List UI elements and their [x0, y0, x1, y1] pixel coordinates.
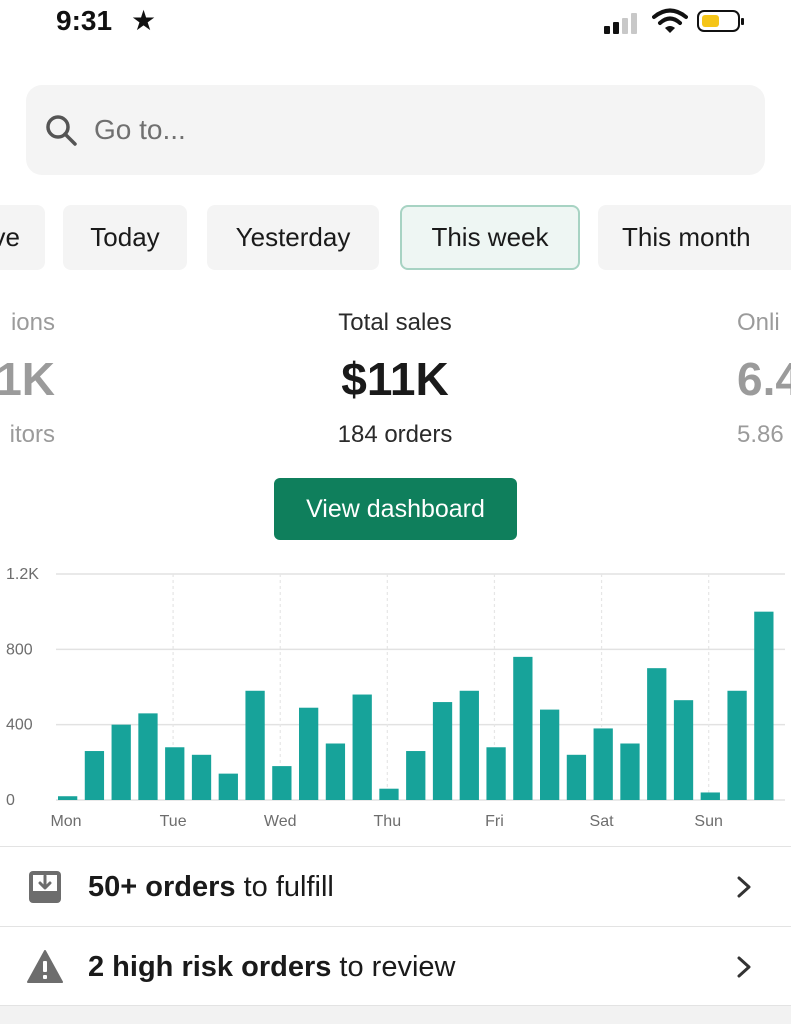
fulfill-inbox-icon [29, 871, 61, 903]
task-row-high-risk[interactable]: 2 high risk orders to review [0, 926, 791, 1006]
task-bold: 2 high risk orders [88, 951, 332, 983]
chevron-right-icon [737, 876, 751, 898]
x-tick-label: Sun [694, 813, 722, 830]
chart-bar[interactable] [540, 709, 560, 800]
chart-bar[interactable] [647, 668, 667, 800]
chart-bar[interactable] [272, 766, 292, 800]
battery-icon [697, 10, 744, 32]
chip-this-week[interactable]: This week [400, 205, 580, 270]
chart-bar[interactable] [299, 707, 319, 800]
chart-bar[interactable] [432, 702, 453, 800]
chart-bar[interactable] [727, 690, 747, 800]
x-tick-label: Wed [264, 813, 297, 830]
chart-bar[interactable] [84, 751, 105, 800]
chart-bar[interactable] [754, 611, 774, 800]
task-text: 2 high risk orders to review [88, 927, 455, 1007]
metric-value: 1K [0, 353, 55, 405]
chart-bar[interactable] [486, 747, 506, 800]
chart-bar[interactable] [620, 743, 640, 801]
metric-online-store[interactable]: Onli 6.4 5.86 [737, 305, 791, 453]
chart-bar[interactable] [165, 747, 185, 800]
metric-value: 6.4 [737, 353, 791, 405]
task-text: 50+ orders to fulfill [88, 847, 334, 927]
x-tick-label: Fri [485, 813, 504, 830]
date-range-chips: ve Today Yesterday This week This month [0, 205, 791, 270]
x-tick-label: Sat [590, 813, 615, 830]
warning-triangle-icon [27, 950, 63, 983]
search-icon [46, 115, 77, 146]
star-icon: ★ [131, 5, 157, 36]
chart-bar[interactable] [673, 700, 694, 800]
x-tick-label: Mon [50, 813, 81, 830]
metric-sub: 184 orders [337, 421, 453, 448]
chart-bar[interactable] [593, 728, 613, 800]
search-input[interactable] [94, 85, 734, 175]
chart-bar[interactable] [245, 690, 265, 800]
x-tick-label: Thu [374, 813, 402, 830]
y-tick-label: 400 [6, 717, 33, 734]
metric-label: Onli [737, 309, 780, 336]
metric-sessions[interactable]: ions 1K itors [0, 305, 55, 453]
chart-bar[interactable] [566, 754, 587, 800]
status-bar: 9:31 ★ [0, 0, 791, 44]
chart-bar[interactable] [459, 690, 479, 800]
chip-live[interactable]: ve [0, 205, 45, 270]
task-rest: to review [331, 951, 456, 983]
y-tick-label: 1.2K [6, 566, 39, 583]
wifi-icon [652, 8, 688, 33]
metric-sub: 5.86 [737, 421, 784, 448]
chart-bar[interactable] [138, 713, 158, 800]
bottom-divider [0, 1006, 791, 1024]
y-tick-label: 0 [6, 792, 15, 809]
status-time: 9:31 [56, 5, 113, 36]
chart-bar[interactable] [700, 792, 720, 800]
chip-this-month[interactable]: This month [598, 205, 791, 270]
chart-bar[interactable] [111, 724, 131, 800]
chart-bar[interactable] [325, 743, 346, 801]
chart-bar[interactable] [218, 773, 238, 800]
metric-value: $11K [341, 353, 449, 405]
chart-bar[interactable] [513, 656, 533, 800]
chevron-right-icon [737, 956, 751, 978]
metric-total-sales[interactable]: Total sales $11K 184 orders [245, 305, 545, 453]
chart-bar[interactable] [406, 751, 426, 800]
metric-label: ions [10, 309, 55, 336]
metric-sub: itors [9, 421, 55, 448]
view-dashboard-button[interactable]: View dashboard [274, 478, 517, 540]
task-bold: 50+ orders [88, 871, 236, 903]
x-tick-label: Tue [160, 813, 187, 830]
chart-bar[interactable] [58, 796, 78, 800]
cellular-signal-icon [604, 12, 644, 34]
chart-bar[interactable] [379, 788, 399, 800]
metric-label: Total sales [338, 309, 452, 336]
chip-today[interactable]: Today [63, 205, 187, 270]
chart-bar[interactable] [352, 694, 372, 800]
task-row-fulfill[interactable]: 50+ orders to fulfill [0, 846, 791, 926]
sales-bar-chart: 0 400 800 1.2K Mon Tue Wed Thu Fri Sat Sun [6, 566, 785, 830]
search-bar[interactable] [26, 85, 765, 175]
y-tick-label: 800 [6, 641, 33, 658]
chip-yesterday[interactable]: Yesterday [207, 205, 379, 270]
chart-bar[interactable] [191, 754, 212, 800]
task-rest: to fulfill [235, 871, 334, 903]
